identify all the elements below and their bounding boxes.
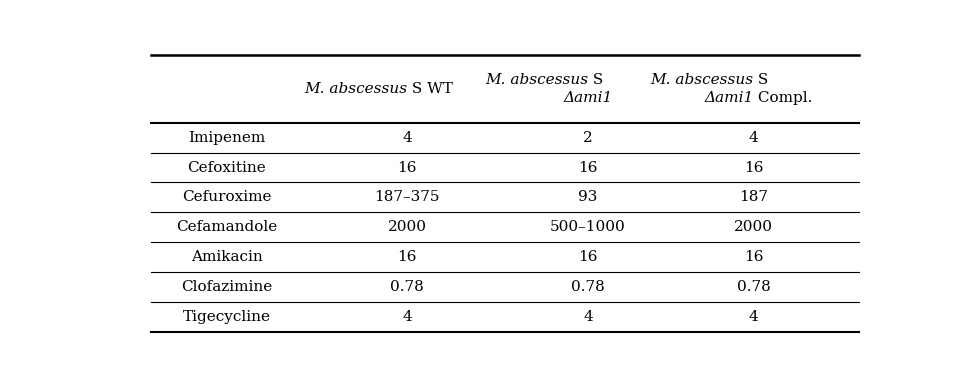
Text: Δami1: Δami1: [704, 91, 753, 105]
Text: 0.78: 0.78: [571, 280, 605, 294]
Text: 4: 4: [402, 131, 413, 145]
Text: 500–1000: 500–1000: [550, 220, 626, 234]
Text: 16: 16: [397, 160, 418, 175]
Text: 16: 16: [744, 160, 763, 175]
Text: 4: 4: [749, 131, 758, 145]
Text: 187–375: 187–375: [375, 190, 440, 205]
Text: 16: 16: [397, 250, 418, 264]
Text: 0.78: 0.78: [390, 280, 424, 294]
Text: M. abscessus: M. abscessus: [651, 73, 753, 87]
Text: Cefamandole: Cefamandole: [176, 220, 278, 234]
Text: Cefoxitine: Cefoxitine: [187, 160, 266, 175]
Text: Clofazimine: Clofazimine: [182, 280, 272, 294]
Text: 4: 4: [749, 310, 758, 324]
Text: S WT: S WT: [408, 82, 453, 96]
Text: S: S: [588, 73, 603, 87]
Text: 2: 2: [583, 131, 593, 145]
Text: S: S: [753, 73, 769, 87]
Text: Δami1: Δami1: [563, 91, 613, 105]
Text: 16: 16: [578, 160, 598, 175]
Text: 93: 93: [579, 190, 597, 205]
Text: M. abscessus: M. abscessus: [304, 82, 408, 96]
Text: Compl.: Compl.: [753, 91, 813, 105]
Text: 4: 4: [402, 310, 413, 324]
Text: 16: 16: [744, 250, 763, 264]
Text: 16: 16: [578, 250, 598, 264]
Text: M. abscessus: M. abscessus: [485, 73, 588, 87]
Text: 2000: 2000: [734, 220, 773, 234]
Text: 4: 4: [583, 310, 593, 324]
Text: 187: 187: [739, 190, 768, 205]
Text: Amikacin: Amikacin: [191, 250, 262, 264]
Text: Tigecycline: Tigecycline: [183, 310, 271, 324]
Text: Imipenem: Imipenem: [188, 131, 265, 145]
Text: Cefuroxime: Cefuroxime: [182, 190, 272, 205]
Text: 2000: 2000: [387, 220, 427, 234]
Text: 0.78: 0.78: [737, 280, 770, 294]
